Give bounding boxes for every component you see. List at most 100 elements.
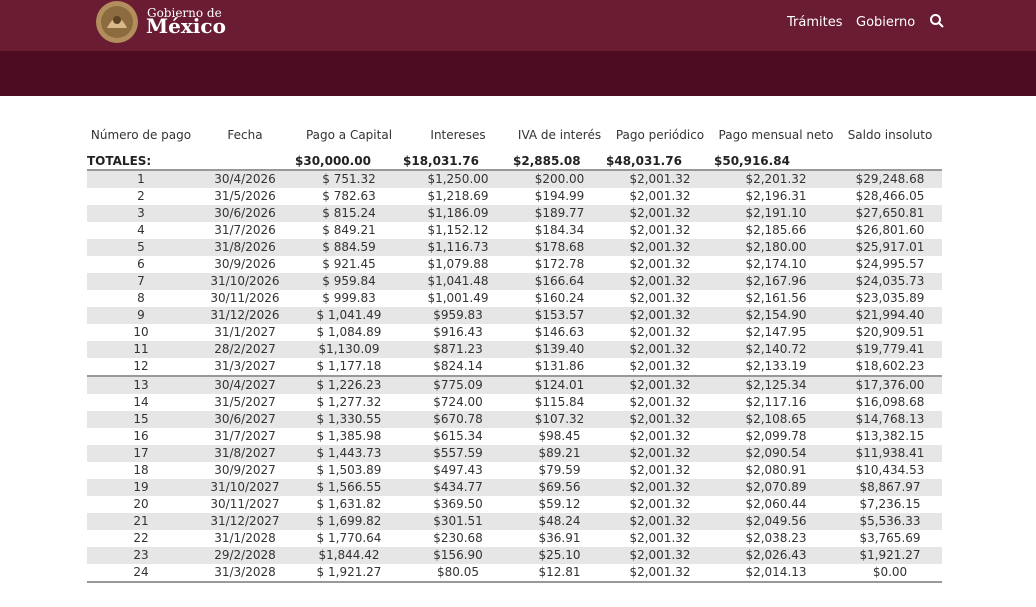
cell-iva: $79.59	[538, 463, 581, 477]
table-row: 1 30/4/2026 $ 751.32 $1,250.00 $200.00 $2,001…	[87, 170, 942, 188]
cell-numero: 17	[87, 445, 195, 462]
cell-iva: $115.84	[534, 395, 585, 409]
cell-pago-capital: $ 751.32	[295, 170, 403, 188]
header-pago-mensual-neto: Pago mensual neto	[718, 127, 834, 142]
table-row: 7 31/10/2026 $ 959.84 $1,041.48 $166.64 $2,00…	[87, 273, 942, 290]
cell-pago-mensual-neto: $2,185.66	[745, 223, 807, 237]
cell-iva: $25.10	[513, 547, 606, 564]
cell-fecha: 31/1/2028	[214, 531, 276, 545]
cell-pago-periodico: $2,001.32	[629, 395, 691, 409]
cell-numero: 24	[133, 565, 149, 579]
cell-iva: $153.57	[513, 307, 606, 324]
header-saldo-insoluto: Saldo insoluto	[847, 127, 933, 142]
cell-numero: 1	[87, 170, 195, 188]
cell-saldo: $24,035.73	[838, 273, 942, 290]
cell-numero: 23	[87, 547, 195, 564]
header-numero-pago: Número de pago	[90, 127, 192, 142]
cell-fecha: 29/2/2028	[195, 547, 295, 564]
cell-fecha: 30/11/2027	[210, 497, 280, 511]
cell-pago-mensual-neto: $2,174.10	[745, 257, 807, 271]
cell-numero: 14	[133, 395, 149, 409]
cell-intereses: $369.50	[433, 497, 483, 511]
cell-intereses: $1,001.49	[427, 291, 489, 305]
table-row: 8 30/11/2026 $ 999.83 $1,001.49 $160.24 $2,00…	[87, 290, 942, 307]
cell-pago-capital: $ 1,631.82	[316, 497, 382, 511]
cell-saldo: $11,938.41	[838, 445, 942, 462]
cell-numero: 22	[133, 531, 149, 545]
cell-pago-mensual-neto: $2,026.43	[714, 547, 838, 564]
site-name[interactable]: CONDUSEF	[87, 112, 157, 127]
logo-text-mexico[interactable]: México	[146, 14, 226, 38]
cell-iva: $36.91	[538, 531, 581, 545]
nav-contacto-link[interactable]: Contacto	[893, 112, 952, 127]
cell-pago-periodico: $2,001.32	[606, 445, 714, 462]
cell-pago-periodico: $2,001.32	[629, 223, 691, 237]
nav-gobierno-link[interactable]: Gobierno	[856, 15, 916, 30]
cell-pago-periodico: $2,001.32	[606, 547, 714, 564]
cell-iva: $107.32	[513, 411, 606, 428]
cell-fecha: 31/8/2027	[195, 445, 295, 462]
table-body: 1 30/4/2026 $ 751.32 $1,250.00 $200.00 $2,001…	[87, 170, 942, 582]
cell-pago-periodico: $2,001.32	[606, 375, 714, 394]
cell-intereses: $301.51	[403, 513, 513, 530]
cell-pago-capital: $ 1,041.49	[295, 307, 403, 324]
table-row: 24 31/3/2028 $ 1,921.27 $80.05 $12.81 $2,001.…	[87, 564, 942, 582]
cell-intereses: $497.43	[433, 463, 483, 477]
table-row: 19 31/10/2027 $ 1,566.55 $434.77 $69.56 $2,00…	[87, 479, 942, 496]
table-row: 4 31/7/2026 $ 849.21 $1,152.12 $184.34 $2,001…	[87, 222, 942, 239]
cell-pago-capital: $ 1,277.32	[316, 395, 382, 409]
cell-saldo: $19,779.41	[838, 341, 942, 358]
cell-pago-mensual-neto: $2,191.10	[714, 205, 838, 222]
cell-intereses: $871.23	[403, 341, 513, 358]
cell-saldo: $3,765.69	[859, 531, 921, 545]
cell-fecha: 28/2/2027	[195, 341, 295, 358]
mexico-seal-icon[interactable]	[95, 0, 139, 44]
cell-saldo: $18,602.23	[855, 359, 925, 373]
cell-numero: 10	[133, 325, 149, 339]
nav-simulador-link[interactable]: Simulador	[815, 112, 881, 127]
nav-tramites-link[interactable]: Trámites	[787, 15, 843, 30]
cell-pago-capital: $ 884.59	[295, 239, 403, 256]
cell-iva: $124.01	[513, 375, 606, 394]
cell-fecha: 31/12/2026	[195, 307, 295, 324]
cell-intereses: $1,116.73	[403, 239, 513, 256]
cell-iva: $139.40	[513, 341, 606, 358]
cell-iva: $200.00	[513, 170, 606, 188]
table-row: 3 30/6/2026 $ 815.24 $1,186.09 $189.77 $2,001…	[87, 205, 942, 222]
table-row: 2 31/5/2026 $ 782.63 $1,218.69 $194.99 $2,001…	[87, 188, 942, 205]
cell-intereses: $80.05	[437, 565, 479, 579]
cell-numero: 12	[133, 359, 149, 373]
logo-text-gobierno[interactable]: Gobierno de	[147, 6, 222, 20]
cell-pago-mensual-neto: $2,147.95	[745, 325, 807, 339]
cell-fecha: 31/3/2027	[214, 359, 276, 373]
cell-fecha: 30/4/2026	[195, 170, 295, 188]
cell-saldo: $7,236.15	[859, 497, 921, 511]
cell-pago-capital: $ 1,770.64	[316, 531, 382, 545]
cell-pago-periodico: $2,001.32	[629, 291, 691, 305]
table-row: 9 31/12/2026 $ 1,041.49 $959.83 $153.57 $2,00…	[87, 307, 942, 324]
cell-pago-mensual-neto: $2,180.00	[714, 239, 838, 256]
cell-fecha: 30/9/2027	[214, 463, 276, 477]
totals-pago-periodico: $48,031.76	[606, 153, 714, 171]
cell-saldo: $26,801.60	[855, 223, 925, 237]
cell-iva: $131.86	[534, 359, 585, 373]
cell-fecha: 30/11/2026	[210, 291, 280, 305]
cell-numero: 7	[87, 273, 195, 290]
cell-numero: 8	[137, 291, 145, 305]
cell-iva: $69.56	[513, 479, 606, 496]
cell-pago-periodico: $2,001.32	[629, 565, 691, 579]
cell-iva: $189.77	[513, 205, 606, 222]
cell-numero: 2	[137, 189, 145, 203]
cell-fecha: 30/6/2027	[195, 411, 295, 428]
cell-pago-capital: $ 1,921.27	[316, 565, 382, 579]
totals-pago-mensual-neto: $50,916.84	[714, 153, 838, 171]
cell-fecha: 31/7/2027	[214, 429, 276, 443]
cell-intereses: $775.09	[403, 375, 513, 394]
cell-intereses: $824.14	[433, 359, 483, 373]
cell-pago-mensual-neto: $2,108.65	[714, 411, 838, 428]
cell-intereses: $434.77	[403, 479, 513, 496]
cell-pago-mensual-neto: $2,201.32	[714, 170, 838, 188]
search-icon[interactable]	[929, 13, 945, 29]
cell-fecha: 31/12/2027	[195, 513, 295, 530]
cell-pago-capital: $ 1,084.89	[316, 325, 382, 339]
